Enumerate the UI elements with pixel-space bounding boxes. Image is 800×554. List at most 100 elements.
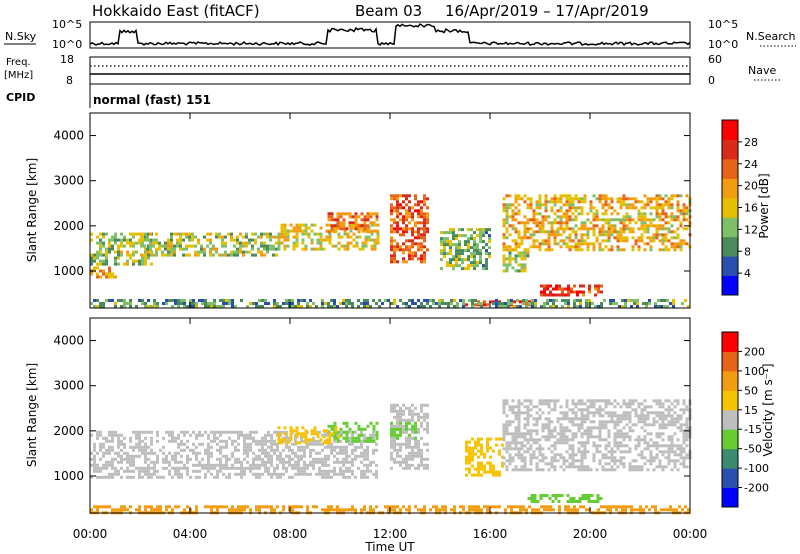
heatmap-cell <box>150 460 153 464</box>
heatmap-cell <box>348 439 351 443</box>
heatmap-cell <box>559 441 563 445</box>
heatmap-cell <box>514 453 518 457</box>
heatmap-cell <box>372 430 375 434</box>
heatmap-cell <box>408 254 411 258</box>
power-heatmap <box>90 194 692 308</box>
heatmap-cell <box>426 448 429 452</box>
heatmap-cell <box>108 448 111 452</box>
heatmap-cell <box>135 508 138 512</box>
heatmap-cell <box>111 272 114 276</box>
heatmap-cell <box>364 244 368 248</box>
heatmap-cell <box>558 284 561 288</box>
heatmap-cell <box>467 246 470 250</box>
heatmap-cell <box>631 423 635 427</box>
heatmap-cell <box>339 224 343 228</box>
heatmap-cell <box>470 264 473 268</box>
heatmap-cell <box>652 456 656 460</box>
heatmap-cell <box>601 203 605 207</box>
heatmap-cell <box>580 402 584 406</box>
heatmap-cell <box>393 206 396 210</box>
colorbar-tick-label: -200 <box>744 482 769 495</box>
heatmap-cell <box>552 508 555 512</box>
heatmap-cell <box>225 442 228 446</box>
heatmap-cell <box>405 227 408 231</box>
heatmap-cell <box>105 436 108 440</box>
heatmap-cell <box>117 238 120 242</box>
heatmap-cell <box>682 462 686 466</box>
heatmap-cell <box>492 473 495 477</box>
heatmap-cell <box>595 224 599 228</box>
heatmap-cell <box>159 448 162 452</box>
heatmap-cell <box>93 463 96 467</box>
heatmap-cell <box>111 475 114 479</box>
heatmap-cell <box>572 500 576 503</box>
heatmap-cell <box>216 472 219 476</box>
heatmap-cell <box>426 424 429 428</box>
heatmap-cell <box>661 411 665 415</box>
heatmap-cell <box>592 227 596 231</box>
heatmap-cell <box>676 200 680 204</box>
heatmap-cell <box>625 206 629 210</box>
heatmap-cell <box>568 417 572 421</box>
heatmap-cell <box>655 441 659 445</box>
heatmap-cell <box>370 232 374 236</box>
heatmap-cell <box>471 299 474 302</box>
heatmap-cell <box>216 430 219 434</box>
heatmap-cell <box>646 447 650 451</box>
heatmap-cell <box>224 250 227 254</box>
heatmap-cell <box>114 472 117 476</box>
heatmap-cell <box>105 460 108 464</box>
heatmap-cell <box>357 230 361 234</box>
heatmap-cell <box>541 230 545 234</box>
heatmap-cell <box>357 424 361 428</box>
heatmap-cell <box>449 264 452 268</box>
heatmap-cell <box>291 466 294 470</box>
heatmap-cell <box>441 505 444 509</box>
heatmap-cell <box>279 475 282 479</box>
heatmap-cell <box>372 451 375 455</box>
heatmap-cell <box>678 505 681 509</box>
heatmap-cell <box>476 264 479 268</box>
heatmap-cell <box>120 244 123 248</box>
heatmap-cell <box>682 399 686 403</box>
heatmap-cell <box>393 442 396 446</box>
heatmap-cell <box>346 232 350 236</box>
heatmap-cell <box>105 275 108 279</box>
heatmap-cell <box>610 468 614 472</box>
heatmap-cell <box>246 448 249 452</box>
heatmap-cell <box>658 233 662 237</box>
heatmap-cell <box>255 466 258 470</box>
heatmap-cell <box>276 445 279 449</box>
heatmap-cell <box>417 451 420 455</box>
heatmap-cell <box>363 451 366 455</box>
heatmap-cell <box>324 472 327 476</box>
heatmap-cell <box>188 232 191 236</box>
heatmap-cell <box>529 206 533 210</box>
heatmap-cell <box>372 448 375 452</box>
heatmap-cell <box>661 212 665 216</box>
colorbar-swatch <box>722 332 738 352</box>
heatmap-cell <box>337 247 341 251</box>
heatmap-cell <box>574 215 578 219</box>
heatmap-cell <box>520 441 524 445</box>
heatmap-cell <box>420 406 423 410</box>
heatmap-cell <box>446 261 449 265</box>
heatmap-cell <box>581 494 585 497</box>
heatmap-cell <box>141 448 144 452</box>
colorbar-swatch <box>722 197 738 218</box>
heatmap-cell <box>586 468 590 472</box>
heatmap-cell <box>513 305 516 308</box>
heatmap-cell <box>529 197 533 201</box>
heatmap-cell <box>637 245 641 249</box>
heatmap-cell <box>682 465 686 469</box>
heatmap-cell <box>622 411 626 415</box>
heatmap-cell <box>438 305 441 308</box>
heatmap-cell <box>310 432 314 436</box>
heatmap-cell <box>375 430 379 434</box>
heatmap-cell <box>547 215 551 219</box>
heatmap-cell <box>273 508 276 512</box>
heatmap-cell <box>566 500 570 503</box>
heatmap-cell <box>604 462 608 466</box>
heatmap-cell <box>535 447 539 451</box>
heatmap-cell <box>514 432 518 436</box>
